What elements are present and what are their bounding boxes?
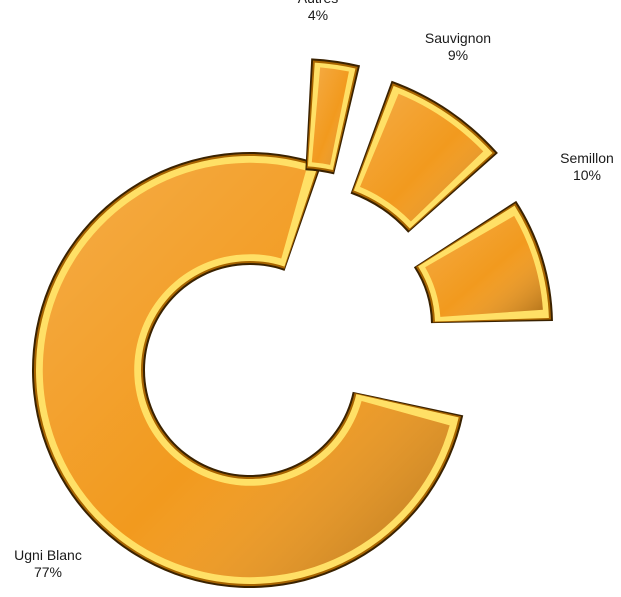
label-sauvignon-name: Sauvignon (425, 30, 491, 46)
slice-semillon (413, 200, 553, 324)
slice-ugni-blanc (31, 152, 464, 589)
label-ugni-blanc: Ugni Blanc 77% (14, 547, 82, 580)
label-semillon: Semillon 10% (560, 150, 614, 183)
label-autres: Autres4% (298, 0, 338, 23)
label-semillon-value: 10% (573, 167, 601, 183)
label-sauvignon-value: 9% (448, 47, 468, 63)
label-semillon-name: Semillon (560, 150, 614, 166)
slice-autres (305, 58, 361, 175)
label-autres-value: 4% (308, 7, 328, 23)
slice-sauvignon (350, 80, 498, 233)
label-autres-name: Autres (298, 0, 338, 6)
label-ugni-blanc-name: Ugni Blanc (14, 547, 82, 563)
label-sauvignon: Sauvignon 9% (425, 30, 491, 63)
label-ugni-blanc-value: 77% (34, 564, 62, 580)
